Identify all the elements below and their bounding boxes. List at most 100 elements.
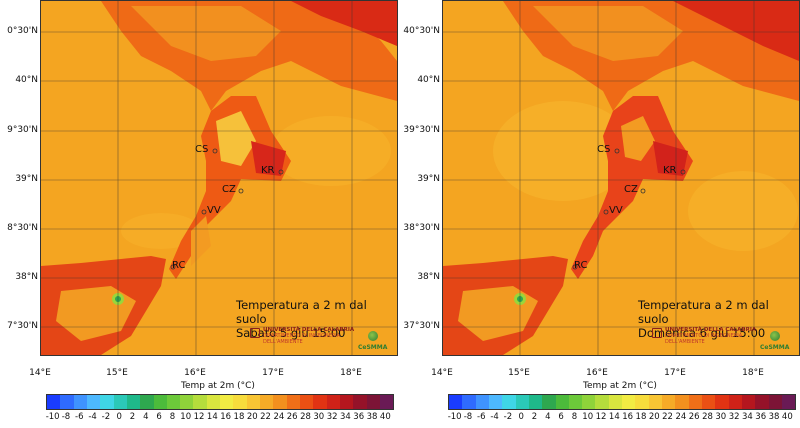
colorbar-swatch [326,395,340,409]
colorbar-swatch [166,395,181,409]
lon-label: 15°E [508,368,530,378]
colorbar-tick-label: 40 [379,412,391,422]
temperature-map [442,0,800,356]
colorbar-tick-label: -2 [503,412,513,422]
colorbar-swatch [126,395,141,409]
colorbar-swatch [475,395,489,409]
colorbar-swatch [113,395,127,409]
lat-label: 40°30'N [403,26,440,36]
colorbar [46,394,394,410]
colorbar-swatch [100,395,114,409]
map-date-label: Domenica 6 giu 15:00 [638,326,766,340]
colorbar-swatch [555,395,569,409]
colorbar-tick-label: 0 [518,412,524,422]
city-label-vv: VV [207,205,221,216]
colorbar-ticks: -10 -8 -6 -4 -2 0 2 4 6 8 10 12 14 16 18 20 22 24 26 28 30 32… [46,412,392,424]
colorbar-tick-label: 22 [662,412,673,422]
colorbar-tick-label: -10 [447,412,462,422]
colorbar-tick-label: 14 [608,412,620,422]
colorbar-tick-label: 4 [143,412,149,422]
colorbar-tick-label: 22 [260,412,271,422]
colorbar-swatch [193,395,207,409]
colorbar-swatch [246,395,260,409]
colorbar-swatch [220,395,234,409]
colorbar-swatch [595,395,609,409]
map-title: Temperatura a 2 m dal suolo Sabato 5 giu… [236,298,398,340]
temperature-map [40,0,398,356]
map-panel-saturday: 0°30'N 40°N 9°30'N 39°N 8°30'N 38°N 7°30… [0,0,398,428]
colorbar-tick-label: 38 [768,412,780,422]
colorbar-tick-label: -4 [490,412,499,422]
colorbar-swatch [662,395,676,409]
colorbar-tick-label: 32 [728,412,740,422]
map-graphic [41,1,397,355]
lat-label: 39°N [417,174,440,184]
colorbar-tick-label: 28 [300,412,311,422]
university-logo: UNIVERSITÀ DELLA CALABRIA DIPARTIMENTO D… [665,327,757,345]
colorbar-tick-label: 16 [220,412,232,422]
colorbar-swatch [86,395,101,409]
colorbar-tick-label: 30 [715,412,727,422]
colorbar-tick-label: 10 [180,412,192,422]
city-label-cs: CS [597,144,611,155]
city-label-cz: CZ [624,184,638,195]
colorbar-swatch [755,395,769,409]
colorbar-tick-label: 2 [129,412,136,422]
colorbar-swatch [635,395,649,409]
colorbar-tick-label: 0 [116,412,122,422]
colorbar-swatch [60,395,74,409]
colorbar-swatch [502,395,516,409]
lon-label: 17°E [262,368,284,378]
colorbar-title: Temp at 2m (°C) [583,381,657,391]
colorbar-tick-label: 24 [273,412,285,422]
lon-label: 17°E [664,368,686,378]
university-logo: UNIVERSITÀ DELLA CALABRIA DIPARTIMENTO D… [263,327,355,345]
city-label-cs: CS [195,144,209,155]
colorbar-swatch [313,395,327,409]
university-logo-icon [652,328,662,338]
colorbar-swatch [140,395,154,409]
lat-label: 9°30'N [7,125,38,135]
lat-label: 40°N [417,75,440,85]
colorbar-swatch [379,395,394,409]
colorbar-swatch [675,395,689,409]
map-title-line1: Temperatura a 2 m dal suolo [236,298,367,326]
colorbar-tick-label: -4 [88,412,97,422]
lon-label: 14°E [431,368,453,378]
lon-label: 16°E [184,368,206,378]
colorbar-tick-label: -6 [75,412,84,422]
colorbar-swatch [728,395,742,409]
cesmma-logo-icon [770,331,780,341]
colorbar-swatch [688,395,702,409]
colorbar-tick-label: 10 [582,412,594,422]
university-logo-icon [250,328,260,338]
colorbar-tick-label: 36 [353,412,365,422]
colorbar-tick-label: 38 [366,412,378,422]
colorbar-tick-label: -6 [477,412,486,422]
colorbar-tick-label: 30 [313,412,325,422]
lat-label: 38°N [417,272,440,282]
map-title-line1: Temperatura a 2 m dal suolo [638,298,769,326]
city-label-vv: VV [609,205,623,216]
colorbar-swatch [622,395,636,409]
colorbar-swatch [701,395,716,409]
colorbar-swatch [568,395,583,409]
colorbar-swatch [648,395,662,409]
colorbar-swatch [180,395,194,409]
map-graphic [443,1,799,355]
colorbar-tick-label: -8 [463,412,473,422]
colorbar-tick-label: -10 [45,412,60,422]
colorbar-tick-label: 12 [595,412,607,422]
colorbar-swatch [47,395,61,409]
lat-label: 39°N [15,174,38,184]
colorbar-swatch [515,395,529,409]
colorbar-tick-label: 20 [648,412,660,422]
lat-label: 0°30'N [7,26,38,36]
colorbar [448,394,796,410]
colorbar-tick-label: 18 [635,412,647,422]
colorbar-swatch [542,395,556,409]
colorbar-swatch [286,395,300,409]
lat-label: 38°30'N [403,223,440,233]
colorbar-swatch [206,395,221,409]
city-label-rc: RC [574,260,588,271]
